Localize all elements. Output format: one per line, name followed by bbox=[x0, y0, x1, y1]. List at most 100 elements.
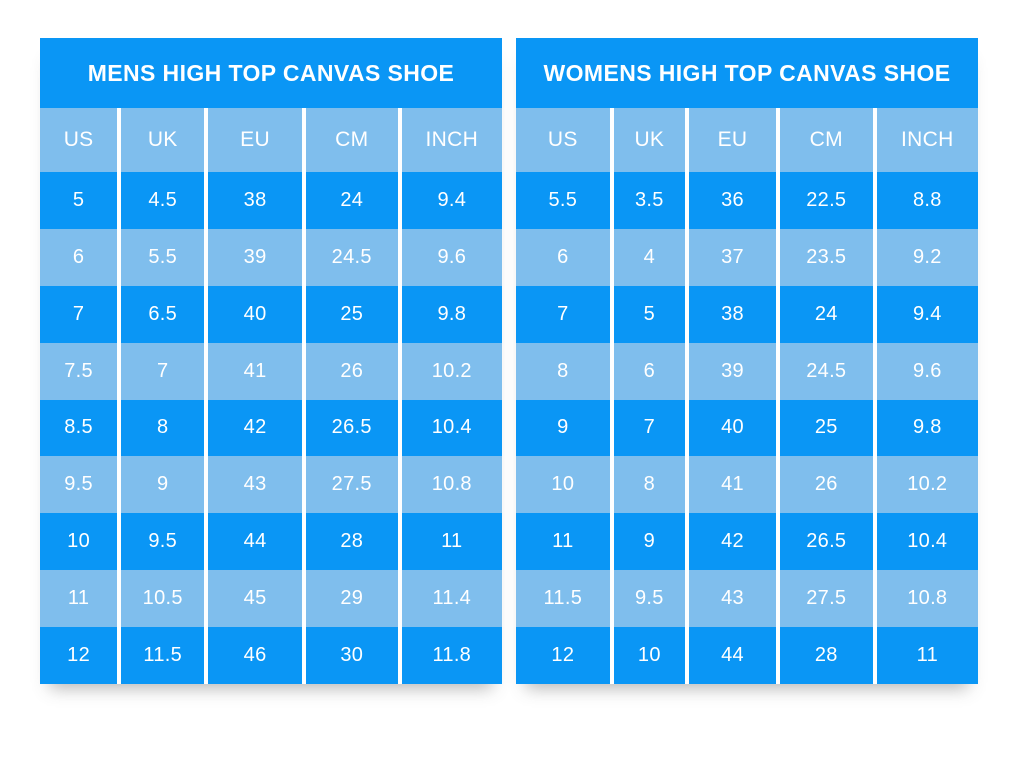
table-cell: 7 bbox=[121, 342, 205, 400]
table-cell: 9.5 bbox=[40, 456, 118, 514]
table-cell: 5.5 bbox=[516, 172, 610, 229]
table-cell: 37 bbox=[689, 228, 776, 286]
table-cell: 11 bbox=[876, 627, 978, 684]
table-cell: 29 bbox=[305, 570, 398, 628]
table-cell: 6.5 bbox=[121, 285, 205, 343]
table-cell: 39 bbox=[689, 342, 776, 400]
table-cell: 9.6 bbox=[401, 228, 502, 286]
table-cell: 8 bbox=[613, 456, 686, 514]
table-cell: 8.8 bbox=[876, 172, 978, 229]
table-cell: 10 bbox=[613, 627, 686, 684]
table-cell: 42 bbox=[689, 513, 776, 571]
table-cell: 5 bbox=[40, 172, 118, 229]
womens-size-table: WOMENS HIGH TOP CANVAS SHOE US UK EU CM INCH… bbox=[516, 38, 978, 684]
table-cell: 41 bbox=[689, 456, 776, 514]
table-cell: 22.5 bbox=[779, 172, 873, 229]
table-cell: 6 bbox=[40, 228, 118, 286]
table-cell: 46 bbox=[208, 627, 302, 684]
table-cell: 28 bbox=[779, 627, 873, 684]
mens-size-table: MENS HIGH TOP CANVAS SHOE US UK EU CM INCH 5 4… bbox=[40, 38, 502, 684]
table-cell: 26.5 bbox=[305, 399, 398, 457]
mens-table-title: MENS HIGH TOP CANVAS SHOE bbox=[40, 38, 502, 108]
table-cell: 11.5 bbox=[516, 570, 610, 628]
table-cell: 11.4 bbox=[401, 570, 502, 628]
table-cell: 26 bbox=[779, 456, 873, 514]
table-cell: 12 bbox=[40, 627, 118, 684]
table-cell: 9.8 bbox=[401, 285, 502, 343]
table-cell: 8 bbox=[121, 399, 205, 457]
mens-table-grid: US UK EU CM INCH 5 4.5 38 24 9.4 6 5.5 39 24.5 9.6 7 6.5… bbox=[40, 108, 502, 684]
table-cell: 7 bbox=[613, 399, 686, 457]
column-header: US bbox=[40, 108, 118, 172]
table-cell: 10.8 bbox=[401, 456, 502, 514]
table-cell: 27.5 bbox=[305, 456, 398, 514]
table-cell: 9.8 bbox=[876, 399, 978, 457]
column-header: INCH bbox=[401, 108, 502, 172]
column-header: UK bbox=[613, 108, 686, 172]
column-header: EU bbox=[689, 108, 776, 172]
table-cell: 6 bbox=[516, 228, 610, 286]
table-cell: 11 bbox=[401, 513, 502, 571]
table-cell: 11 bbox=[40, 570, 118, 628]
table-cell: 39 bbox=[208, 228, 302, 286]
table-cell: 10.5 bbox=[121, 570, 205, 628]
table-cell: 10.4 bbox=[401, 399, 502, 457]
table-cell: 10 bbox=[516, 456, 610, 514]
table-cell: 9.4 bbox=[401, 172, 502, 229]
table-cell: 41 bbox=[208, 342, 302, 400]
table-cell: 23.5 bbox=[779, 228, 873, 286]
table-cell: 24 bbox=[779, 285, 873, 343]
table-cell: 4.5 bbox=[121, 172, 205, 229]
womens-table-grid: US UK EU CM INCH 5.5 3.5 36 22.5 8.8 6 4 37 23.5 9.2 7 5… bbox=[516, 108, 978, 684]
table-cell: 8 bbox=[516, 342, 610, 400]
table-cell: 9.5 bbox=[121, 513, 205, 571]
table-cell: 28 bbox=[305, 513, 398, 571]
table-cell: 43 bbox=[689, 570, 776, 628]
table-cell: 10.4 bbox=[876, 513, 978, 571]
table-cell: 43 bbox=[208, 456, 302, 514]
table-cell: 11.8 bbox=[401, 627, 502, 684]
table-cell: 26 bbox=[305, 342, 398, 400]
table-cell: 38 bbox=[689, 285, 776, 343]
table-cell: 7 bbox=[40, 285, 118, 343]
table-cell: 30 bbox=[305, 627, 398, 684]
table-cell: 11 bbox=[516, 513, 610, 571]
table-cell: 5 bbox=[613, 285, 686, 343]
table-cell: 36 bbox=[689, 172, 776, 229]
table-cell: 9 bbox=[613, 513, 686, 571]
table-cell: 10.2 bbox=[401, 342, 502, 400]
table-cell: 10.8 bbox=[876, 570, 978, 628]
table-cell: 7 bbox=[516, 285, 610, 343]
table-cell: 8.5 bbox=[40, 399, 118, 457]
table-cell: 9 bbox=[516, 399, 610, 457]
table-cell: 12 bbox=[516, 627, 610, 684]
table-cell: 45 bbox=[208, 570, 302, 628]
table-cell: 10.2 bbox=[876, 456, 978, 514]
table-cell: 40 bbox=[689, 399, 776, 457]
table-cell: 9.5 bbox=[613, 570, 686, 628]
table-cell: 5.5 bbox=[121, 228, 205, 286]
table-cell: 24.5 bbox=[305, 228, 398, 286]
table-cell: 9.6 bbox=[876, 342, 978, 400]
table-cell: 42 bbox=[208, 399, 302, 457]
table-cell: 9.4 bbox=[876, 285, 978, 343]
table-cell: 25 bbox=[305, 285, 398, 343]
table-cell: 10 bbox=[40, 513, 118, 571]
table-cell: 40 bbox=[208, 285, 302, 343]
table-cell: 44 bbox=[208, 513, 302, 571]
column-header: US bbox=[516, 108, 610, 172]
column-header: CM bbox=[779, 108, 873, 172]
table-cell: 4 bbox=[613, 228, 686, 286]
table-cell: 24 bbox=[305, 172, 398, 229]
table-cell: 25 bbox=[779, 399, 873, 457]
table-cell: 6 bbox=[613, 342, 686, 400]
table-cell: 9 bbox=[121, 456, 205, 514]
column-header: EU bbox=[208, 108, 302, 172]
table-cell: 44 bbox=[689, 627, 776, 684]
column-header: CM bbox=[305, 108, 398, 172]
table-cell: 38 bbox=[208, 172, 302, 229]
table-cell: 9.2 bbox=[876, 228, 978, 286]
table-cell: 26.5 bbox=[779, 513, 873, 571]
column-header: INCH bbox=[876, 108, 978, 172]
